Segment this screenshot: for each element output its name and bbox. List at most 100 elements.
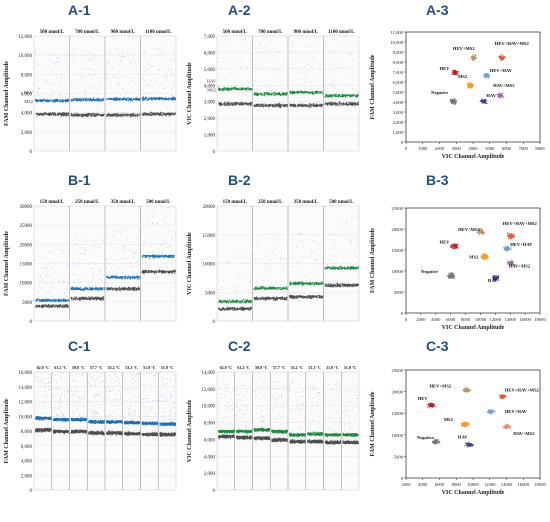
droplet-negative (291, 104, 292, 105)
droplet-positive (158, 98, 159, 99)
droplet-positive (98, 98, 99, 99)
droplet-positive (294, 92, 295, 93)
droplet (152, 86, 153, 87)
droplet (229, 75, 230, 76)
droplet-negative (304, 104, 305, 105)
droplet-positive (37, 101, 38, 102)
droplet-negative (246, 103, 247, 104)
droplet-negative (135, 116, 136, 117)
droplet (108, 64, 109, 65)
droplet-positive (96, 99, 97, 100)
droplet-positive (130, 98, 131, 99)
droplet (35, 63, 36, 64)
droplet (108, 238, 109, 239)
droplet-positive (62, 300, 63, 301)
droplet (145, 71, 146, 72)
droplet-negative (258, 106, 259, 107)
droplet (92, 85, 93, 86)
droplet-positive (266, 93, 267, 94)
droplet-negative (304, 106, 305, 107)
droplet-positive (137, 279, 138, 280)
droplet-negative (68, 114, 69, 115)
droplet-positive (153, 99, 154, 100)
droplet-positive (282, 94, 283, 95)
droplet-negative (94, 115, 95, 116)
droplet-negative (340, 103, 341, 104)
droplet (325, 45, 326, 46)
droplet-point (452, 74, 453, 75)
droplet (48, 251, 49, 252)
droplet (76, 243, 77, 244)
droplet-negative (51, 306, 52, 307)
droplet (250, 64, 251, 65)
droplet-negative (175, 113, 176, 114)
droplet-positive (112, 99, 113, 100)
droplet (52, 95, 53, 96)
droplet-negative (84, 297, 85, 298)
droplet (49, 66, 50, 67)
droplet-point (503, 57, 504, 58)
droplet-point (504, 56, 505, 57)
droplet (258, 62, 259, 63)
droplet-positive (138, 99, 139, 100)
droplet (336, 67, 337, 68)
droplet-negative (326, 102, 327, 103)
droplet-negative (340, 101, 341, 102)
droplet (116, 266, 117, 267)
droplet-positive (232, 88, 233, 89)
droplet-positive (109, 278, 110, 279)
droplet-positive (139, 278, 140, 279)
droplet (269, 86, 270, 87)
droplet-positive (64, 300, 65, 301)
droplet-negative (339, 104, 340, 105)
droplet-positive (53, 102, 54, 103)
droplet-positive (67, 301, 68, 302)
droplet-negative (41, 113, 42, 114)
droplet-negative (325, 103, 326, 104)
droplet (51, 96, 52, 97)
droplet (38, 95, 39, 96)
droplet (254, 71, 255, 72)
droplet-negative (273, 104, 274, 105)
droplet (89, 268, 90, 269)
droplet-positive (264, 95, 265, 96)
droplet-positive (109, 98, 110, 99)
droplet-negative (263, 107, 264, 108)
droplet (145, 57, 146, 58)
droplet (114, 251, 115, 252)
droplet (262, 67, 263, 68)
droplet-positive (225, 88, 226, 89)
y-tick-label: 7,000 (393, 70, 404, 76)
droplet-positive (347, 95, 348, 96)
droplet (143, 90, 144, 91)
droplet-point (486, 77, 487, 78)
droplet (117, 79, 118, 80)
droplet (121, 233, 122, 234)
droplet-positive (50, 101, 51, 102)
droplet-positive (95, 99, 96, 100)
droplet-positive (102, 101, 103, 102)
droplet-positive (89, 98, 90, 99)
droplet (173, 60, 174, 61)
droplet-positive (159, 99, 160, 100)
droplet (136, 252, 137, 253)
droplet-negative (88, 298, 89, 299)
droplet (65, 53, 66, 54)
droplet-negative (151, 115, 152, 116)
droplet-negative (65, 115, 66, 116)
droplet (303, 61, 304, 62)
droplet-point (501, 54, 502, 55)
droplet (115, 227, 116, 228)
droplet (53, 285, 54, 286)
droplet-negative (94, 113, 95, 114)
droplet (247, 80, 248, 81)
droplet (54, 272, 55, 273)
droplet-negative (44, 112, 45, 113)
droplet-positive (47, 301, 48, 302)
droplet (273, 48, 274, 49)
droplet (85, 95, 86, 96)
droplet (115, 247, 116, 248)
droplet-negative (267, 106, 268, 107)
droplet-negative (351, 104, 352, 105)
droplet-positive (47, 99, 48, 100)
